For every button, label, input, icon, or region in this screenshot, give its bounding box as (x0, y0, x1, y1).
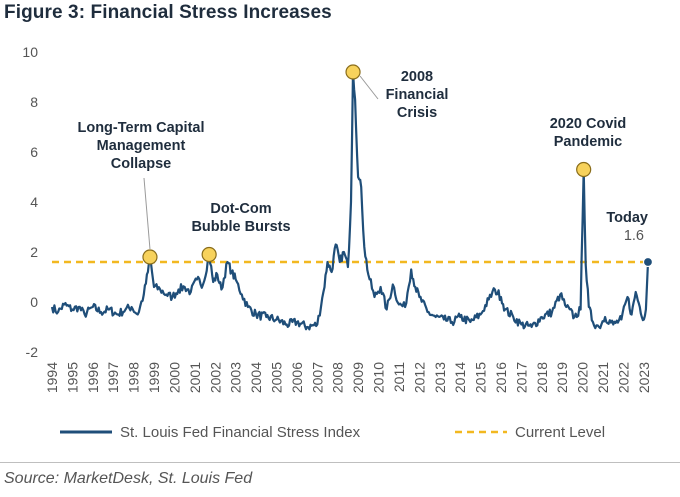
chart-title: Figure 3: Financial Stress Increases (4, 2, 332, 23)
y-axis: -2 0 2 4 6 8 10 (22, 44, 38, 360)
y-tick-label: 2 (30, 244, 38, 260)
x-tick-label: 1999 (146, 362, 162, 393)
y-tick-label: 6 (30, 144, 38, 160)
annotation-text: Management (97, 138, 186, 154)
x-tick-label: 2022 (615, 362, 631, 393)
annotation-text: Today (606, 210, 648, 226)
annotation-text: Bubble Bursts (191, 219, 290, 235)
x-tick-label: 2009 (350, 362, 366, 393)
x-tick-label: 2006 (289, 362, 305, 393)
x-tick-label: 2007 (309, 362, 325, 393)
x-tick-label: 2017 (513, 362, 529, 393)
annotation-marker (142, 249, 158, 265)
y-tick-label: 8 (30, 94, 38, 110)
x-tick-label: 2005 (269, 362, 285, 393)
x-tick-label: 2013 (432, 362, 448, 393)
legend-series-label: St. Louis Fed Financial Stress Index (120, 424, 361, 441)
x-tick-label: 2004 (248, 362, 264, 393)
annotation-marker (642, 256, 654, 268)
annotation-text: 2020 Covid (550, 116, 627, 132)
annotation-marker (576, 161, 592, 178)
annotation-text: Financial (386, 87, 449, 103)
x-tick-label: 2010 (371, 362, 387, 393)
x-tick-label: 1997 (105, 362, 121, 393)
x-tick-label: 1996 (85, 362, 101, 393)
x-tick-label: 2011 (391, 362, 407, 392)
x-tick-label: 2016 (493, 362, 509, 393)
y-tick-label: 10 (22, 44, 38, 60)
divider (0, 462, 680, 463)
annotation-text: Crisis (397, 105, 437, 121)
x-tick-label: 2019 (554, 362, 570, 393)
y-tick-label: 0 (30, 294, 38, 310)
x-tick-label: 2002 (207, 362, 223, 393)
legend: St. Louis Fed Financial Stress Index Cur… (60, 424, 605, 441)
annotation-marker (345, 64, 361, 80)
annotation-text: Long-Term Capital (77, 120, 204, 136)
x-tick-label: 1995 (64, 362, 80, 393)
annotations: Long-Term Capital Management Collapse Dot-C… (77, 64, 654, 268)
annotation-text: 2008 (401, 69, 433, 85)
x-tick-label: 2012 (411, 362, 427, 393)
x-tick-label: 2000 (166, 362, 182, 393)
stress-index-line (50, 70, 650, 331)
x-tick-label: 2001 (187, 362, 203, 393)
x-tick-label: 2015 (473, 362, 489, 393)
annotation-text: Pandemic (554, 134, 623, 150)
x-tick-label: 2020 (575, 362, 591, 393)
annotation-text: 1.6 (624, 228, 644, 244)
annotation-text: Dot-Com (210, 201, 271, 217)
x-tick-label: 1994 (44, 362, 60, 393)
x-tick-label: 2008 (330, 362, 346, 393)
annotation-marker (201, 246, 217, 263)
annotation-leader (143, 177, 151, 250)
legend-current-label: Current Level (515, 424, 605, 441)
x-tick-label: 2003 (228, 362, 244, 393)
annotation-leader (359, 75, 379, 100)
x-tick-label: 2018 (534, 362, 550, 393)
x-tick-label: 2023 (636, 362, 652, 393)
annotation-text: Collapse (111, 156, 171, 172)
x-tick-label: 2014 (452, 362, 468, 393)
x-axis: 1994 1995 1996 1997 1998 1999 2000 2001 2002 2003… (44, 362, 652, 393)
x-tick-label: 1998 (126, 362, 142, 393)
x-tick-label: 2021 (595, 362, 611, 393)
source-note: Source: MarketDesk, St. Louis Fed (4, 470, 253, 487)
y-tick-label: -2 (26, 344, 39, 360)
y-tick-label: 4 (30, 194, 38, 210)
